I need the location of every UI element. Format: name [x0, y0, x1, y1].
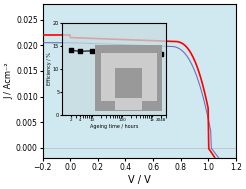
X-axis label: V / V: V / V — [128, 175, 151, 185]
Y-axis label: J / Acm⁻²: J / Acm⁻² — [4, 63, 13, 99]
